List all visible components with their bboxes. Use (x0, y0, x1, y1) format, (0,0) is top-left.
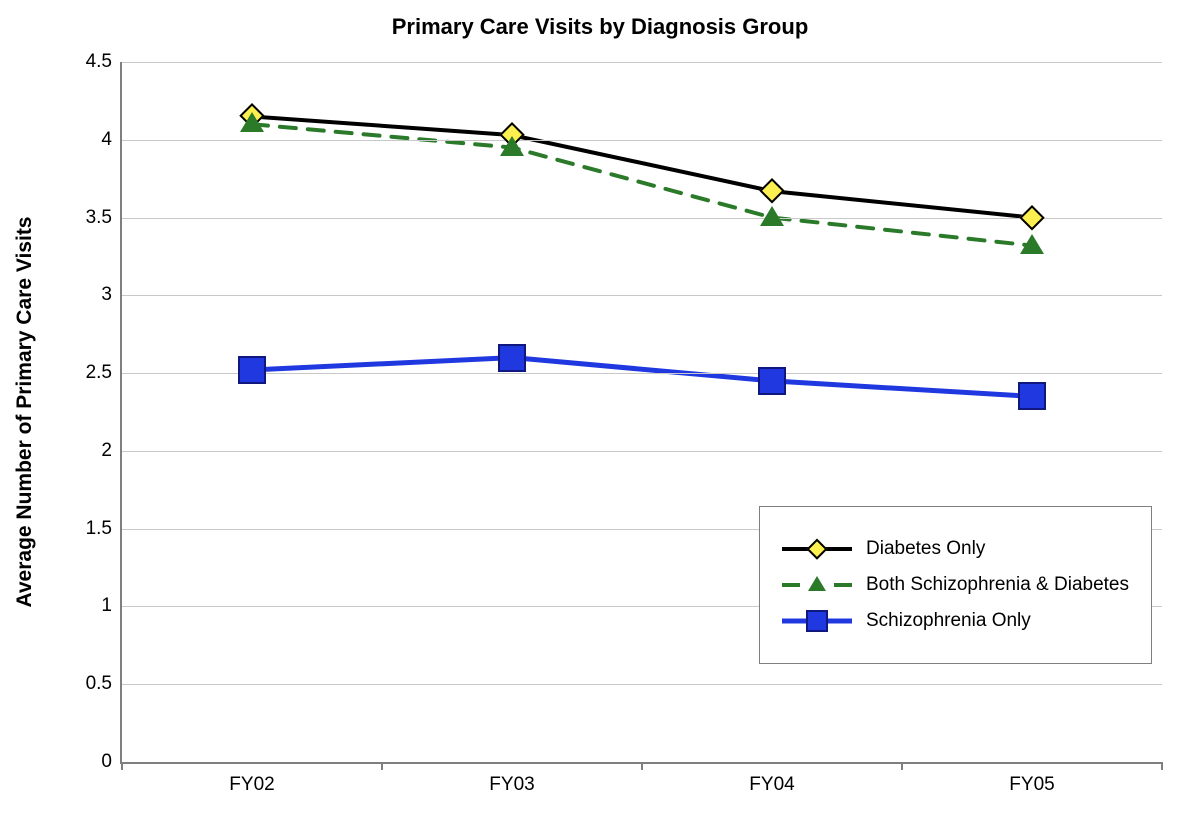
series-line (252, 116, 1032, 217)
legend-label: Diabetes Only (866, 538, 985, 560)
data-marker (500, 136, 524, 156)
legend-item: Schizophrenia Only (782, 609, 1129, 633)
data-marker (1018, 382, 1046, 410)
x-tick-label: FY02 (229, 762, 274, 796)
x-tick-mark (381, 762, 383, 770)
legend-label: Both Schizophrenia & Diabetes (866, 574, 1129, 596)
x-tick-mark (901, 762, 903, 770)
gridline (122, 218, 1162, 219)
data-marker (758, 367, 786, 395)
x-tick-label: FY05 (1009, 762, 1054, 796)
y-tick-label: 3.5 (86, 207, 122, 229)
y-tick-label: 1 (101, 595, 122, 617)
gridline (122, 373, 1162, 374)
legend-swatch (782, 573, 852, 597)
legend-item: Both Schizophrenia & Diabetes (782, 573, 1129, 597)
legend-swatch (782, 537, 852, 561)
chart-title: Primary Care Visits by Diagnosis Group (0, 14, 1200, 40)
series-line (252, 124, 1032, 245)
data-marker (806, 610, 828, 632)
legend-item: Diabetes Only (782, 537, 1129, 561)
y-tick-label: 3 (101, 284, 122, 306)
y-tick-label: 4 (101, 129, 122, 151)
legend-label: Schizophrenia Only (866, 610, 1031, 632)
gridline (122, 140, 1162, 141)
data-marker (808, 576, 826, 591)
gridline (122, 451, 1162, 452)
data-marker (240, 112, 264, 132)
gridline (122, 62, 1162, 63)
x-tick-mark (1161, 762, 1163, 770)
gridline (122, 684, 1162, 685)
y-tick-label: 0.5 (86, 673, 122, 695)
y-axis-label: Average Number of Primary Care Visits (13, 212, 37, 612)
data-marker (498, 344, 526, 372)
data-marker (760, 206, 784, 226)
legend-swatch (782, 609, 852, 633)
gridline (122, 295, 1162, 296)
legend: Diabetes Only Both Schizophrenia & Diabet… (759, 506, 1152, 664)
y-tick-label: 2 (101, 440, 122, 462)
data-marker (1020, 234, 1044, 254)
data-marker (238, 356, 266, 384)
x-tick-label: FY03 (489, 762, 534, 796)
y-tick-label: 1.5 (86, 518, 122, 540)
y-tick-label: 0 (101, 751, 122, 773)
data-marker (807, 539, 828, 560)
x-tick-label: FY04 (749, 762, 794, 796)
x-tick-mark (121, 762, 123, 770)
y-tick-label: 4.5 (86, 51, 122, 73)
x-tick-mark (641, 762, 643, 770)
chart-container: Primary Care Visits by Diagnosis Group A… (0, 0, 1200, 828)
series-line (252, 358, 1032, 397)
y-tick-label: 2.5 (86, 362, 122, 384)
